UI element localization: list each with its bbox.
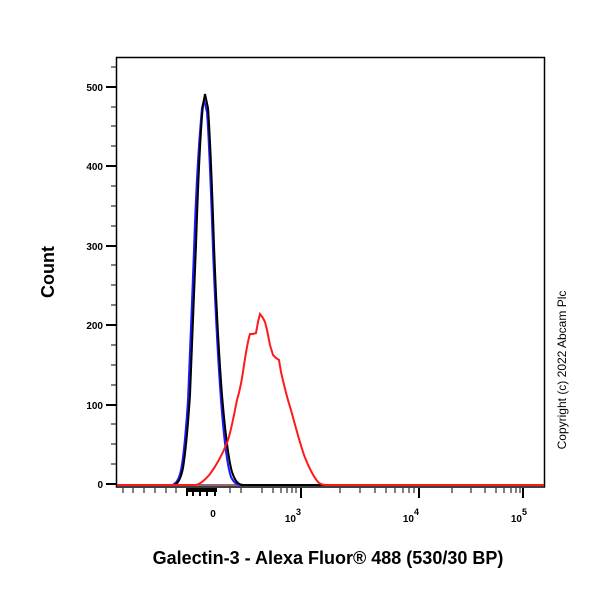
- y-tick-label: 300: [86, 242, 103, 253]
- y-axis-ticks: [106, 66, 116, 485]
- y-tick-label: 0: [97, 480, 103, 491]
- y-tick-label: 400: [86, 162, 103, 173]
- x-tick-label-1e4: 104: [403, 507, 419, 525]
- x-axis-ticks: [122, 488, 524, 498]
- x-tick-label-zero: 0: [210, 509, 216, 520]
- x-tick-label-1e5: 105: [511, 507, 527, 525]
- y-axis-title: Count: [38, 246, 58, 298]
- y-tick-label: 100: [86, 401, 103, 412]
- y-tick-label: 500: [86, 83, 103, 94]
- series-blue-curve: [117, 99, 544, 486]
- y-tick-label: 200: [86, 321, 103, 332]
- copyright-text: Copyright (c) 2022 Abcam Plc: [555, 291, 569, 450]
- x-tick-labels: 0 103 104 105: [210, 507, 527, 525]
- series-black-curve: [117, 93, 544, 486]
- y-tick-labels: 0 100 200 300 400 500: [86, 83, 103, 491]
- plot-frame: [115, 56, 546, 488]
- x-tick-label-1e3: 103: [285, 507, 301, 525]
- series-red-curve: [117, 311, 544, 486]
- x-axis-title: Galectin-3 - Alexa Fluor® 488 (530/30 BP…: [153, 548, 504, 568]
